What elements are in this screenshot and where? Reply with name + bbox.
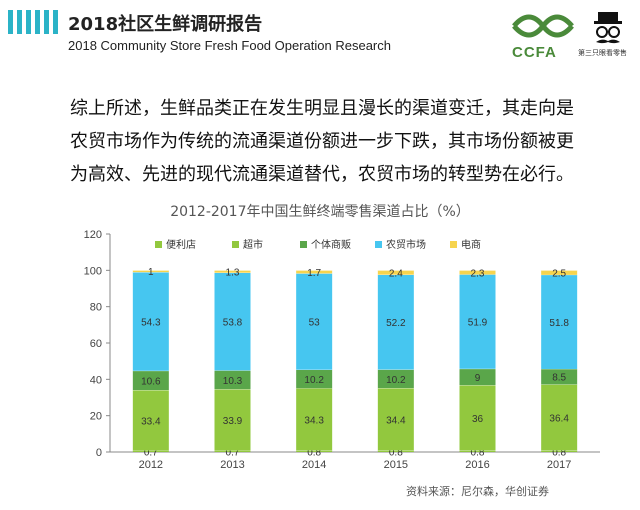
bar-segment xyxy=(214,450,251,452)
bar-segment xyxy=(214,270,251,273)
bar-data-label: 51.8 xyxy=(549,318,569,329)
bar-data-label: 10.3 xyxy=(223,376,243,387)
bar-data-label: 34.4 xyxy=(386,415,406,426)
y-tick-label: 60 xyxy=(90,338,102,350)
y-tick-label: 100 xyxy=(84,265,102,277)
bar-data-label: 33.4 xyxy=(141,416,161,427)
legend-label: 便利店 xyxy=(166,238,196,251)
bar-data-label: 1.7 xyxy=(307,268,321,279)
x-tick-label: 2015 xyxy=(384,459,408,471)
bar-segment xyxy=(459,385,496,451)
legend-label: 个体商贩 xyxy=(311,238,351,251)
legend-label: 农贸市场 xyxy=(386,238,426,251)
bar-segment xyxy=(377,274,414,370)
source-note: 资料来源：尼尔森，华创证券 xyxy=(406,485,549,498)
x-tick-label: 2012 xyxy=(139,459,163,471)
stacked-bar-chart: 2012-2017年中国生鲜终端零售渠道占比（%）020406080100120… xyxy=(84,204,600,471)
bar-data-label: 36 xyxy=(472,414,484,425)
legend-swatch xyxy=(155,241,162,248)
bar-segment xyxy=(377,450,414,452)
bar-data-label: 0.7 xyxy=(144,447,158,458)
bar-segment xyxy=(214,370,251,390)
bar-segment xyxy=(214,272,251,371)
bar-data-label: 0.7 xyxy=(226,447,240,458)
bar-data-label: 0.8 xyxy=(389,447,403,458)
legend-swatch xyxy=(232,241,239,248)
header-stripes-decoration xyxy=(8,10,58,34)
bar-data-label: 0.8 xyxy=(471,447,485,458)
bar-data-label: 2.5 xyxy=(552,269,566,280)
legend-label: 超市 xyxy=(243,238,263,251)
y-tick-label: 20 xyxy=(90,411,102,423)
y-tick-label: 80 xyxy=(90,302,102,314)
bar-segment xyxy=(296,369,333,389)
bar-data-label: 1.3 xyxy=(226,268,240,279)
bar-data-label: 10.2 xyxy=(386,375,406,386)
bar-data-label: 33.9 xyxy=(223,416,243,427)
bar-data-label: 51.9 xyxy=(468,318,488,329)
bar-data-label: 1 xyxy=(148,267,154,278)
bar-segment xyxy=(296,273,333,370)
bar-segment xyxy=(377,270,414,275)
y-tick-label: 0 xyxy=(96,447,102,459)
x-tick-label: 2013 xyxy=(220,459,244,471)
bar-segment xyxy=(541,274,578,369)
x-tick-label: 2016 xyxy=(465,459,489,471)
bar-segment xyxy=(214,389,251,451)
bar-data-label: 10.6 xyxy=(141,376,161,387)
summary-text: 综上所述，生鲜品类正在发生明显且漫长的渠道变迁，其走向是 农贸市场作为传统的流通… xyxy=(70,92,590,191)
bar-data-label: 36.4 xyxy=(549,413,569,424)
bar-segment xyxy=(541,368,578,385)
bar-segment xyxy=(296,270,333,274)
bar-segment xyxy=(459,270,496,275)
bar-segment xyxy=(459,368,496,386)
bar-segment xyxy=(541,384,578,451)
bar-data-label: 54.3 xyxy=(141,317,161,328)
bar-segment xyxy=(132,272,169,371)
bar-data-label: 34.3 xyxy=(304,415,324,426)
summary-line-1: 综上所述，生鲜品类正在发生明显且漫长的渠道变迁，其走向是 xyxy=(70,98,574,119)
bar-data-label: 8.5 xyxy=(552,373,566,384)
bar-data-label: 53.8 xyxy=(223,318,243,329)
bar-segment xyxy=(459,274,496,369)
legend-swatch xyxy=(375,241,382,248)
bar-segment xyxy=(132,450,169,452)
bar-segment xyxy=(296,388,333,451)
x-tick-label: 2017 xyxy=(547,459,571,471)
bar-data-label: 9 xyxy=(475,373,481,384)
summary-line-2: 农贸市场作为传统的流通渠道份额进一步下跌，其市场份额被更 xyxy=(70,131,574,152)
chart-title: 2012-2017年中国生鲜终端零售渠道占比（%） xyxy=(170,204,470,220)
legend-swatch xyxy=(300,241,307,248)
legend-label: 电商 xyxy=(461,238,481,251)
legend-swatch xyxy=(450,241,457,248)
mustache-logo-icon xyxy=(594,12,622,44)
bar-data-label: 53 xyxy=(309,318,321,329)
bar-segment xyxy=(541,450,578,452)
x-tick-label: 2014 xyxy=(302,459,326,471)
bar-segment xyxy=(296,450,333,452)
bar-data-label: 52.2 xyxy=(386,318,406,329)
bar-data-label: 0.8 xyxy=(307,447,321,458)
bar-segment xyxy=(132,270,169,273)
page-subtitle: 2018 Community Store Fresh Food Operatio… xyxy=(68,38,391,53)
bar-segment xyxy=(132,370,169,391)
bar-segment xyxy=(541,270,578,275)
summary-line-3: 为高效、先进的现代流通渠道替代，农贸市场的转型势在必行。 xyxy=(70,164,574,185)
page-title: 2018社区生鲜调研报告 xyxy=(68,14,263,35)
ccfa-logo-text: CCFA xyxy=(512,44,557,61)
bar-data-label: 10.2 xyxy=(304,375,324,386)
y-tick-label: 120 xyxy=(84,229,102,241)
logo-right-caption: 第三只眼看零售 xyxy=(578,49,627,57)
bar-segment xyxy=(132,390,169,451)
bar-data-label: 2.3 xyxy=(471,268,485,279)
bar-segment xyxy=(377,388,414,451)
ccfa-logo-icon xyxy=(512,14,574,38)
bar-data-label: 0.8 xyxy=(552,447,566,458)
bar-segment xyxy=(377,369,414,389)
bar-segment xyxy=(459,450,496,452)
bar-data-label: 2.4 xyxy=(389,269,403,280)
y-tick-label: 40 xyxy=(90,374,102,386)
